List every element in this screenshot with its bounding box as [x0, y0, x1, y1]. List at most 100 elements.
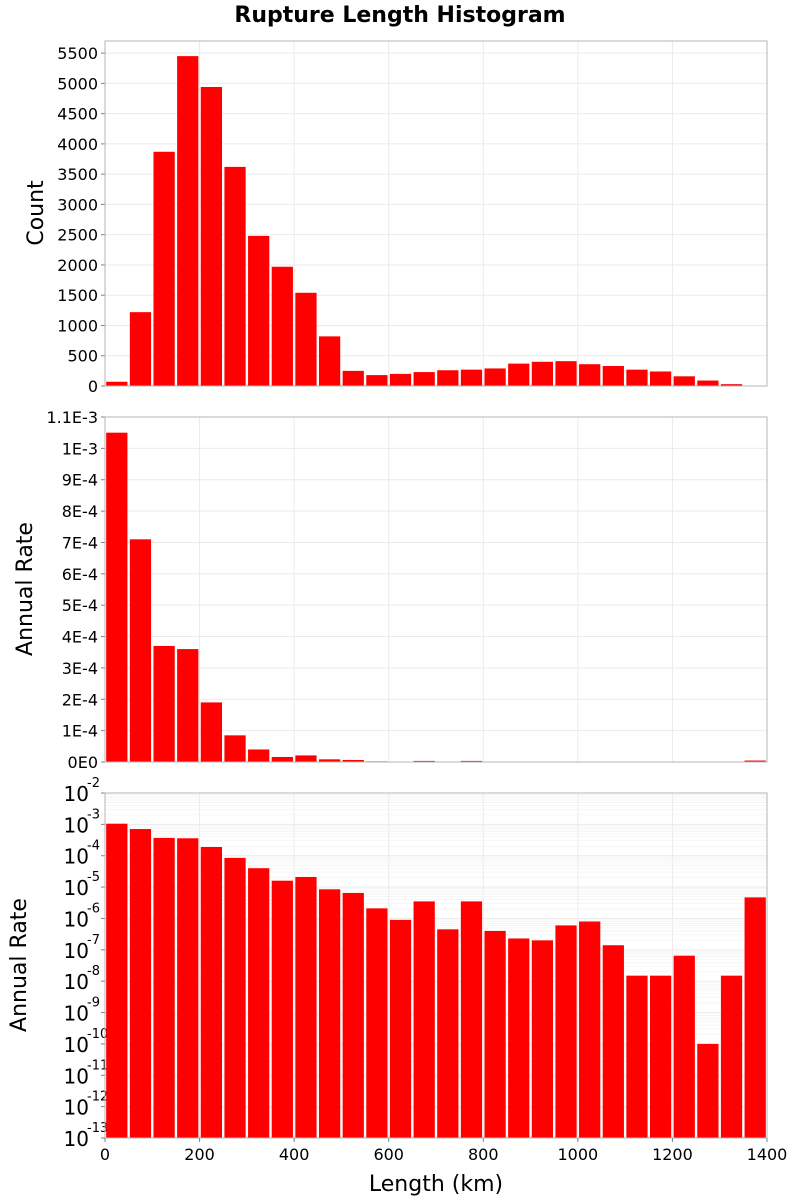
- x-tick-label: 1000: [557, 1145, 598, 1164]
- histogram-bar: [366, 375, 388, 386]
- histogram-bar: [153, 151, 175, 386]
- histogram-bar: [106, 381, 128, 386]
- y-tick-label: 10: [64, 1033, 89, 1057]
- y-tick-label: 4000: [57, 135, 98, 154]
- histogram-bar: [342, 759, 364, 762]
- x-tick-label: 0: [100, 1145, 110, 1164]
- histogram-bar: [366, 908, 388, 1138]
- histogram-bar: [271, 880, 293, 1138]
- histogram-bar: [200, 702, 223, 762]
- y-tick-label: 3E-4: [62, 659, 98, 678]
- y-tick-label: 10: [64, 782, 89, 806]
- histogram-bar: [602, 366, 624, 386]
- y-tick-label: 7E-4: [62, 533, 98, 552]
- histogram-bar: [295, 876, 317, 1138]
- histogram-bar: [224, 735, 246, 762]
- histogram-bar: [248, 749, 270, 762]
- y-tick-label: 2500: [57, 226, 98, 245]
- y-tick-label: 4E-4: [62, 628, 98, 647]
- y-tick-label: 500: [67, 347, 98, 366]
- y-tick-label: 1E-4: [62, 722, 98, 741]
- y-tick-label: 4500: [57, 105, 98, 124]
- histogram-bar: [460, 369, 483, 386]
- y-tick-label: 10: [64, 1064, 89, 1088]
- histogram-bar: [106, 823, 128, 1138]
- count-panel: 0 500 1000 1500 2000 2500 3000 3500 4000 4500 5000…: [57, 40, 768, 396]
- histogram-bar: [508, 363, 530, 386]
- y-tick-label: 2E-4: [62, 690, 98, 709]
- y-tick-exponent: -3: [87, 807, 100, 822]
- histogram-bar: [295, 755, 317, 762]
- y-tick-label: 0: [88, 377, 98, 396]
- histogram-bar: [389, 373, 412, 386]
- histogram-bar: [649, 975, 672, 1138]
- histogram-bar: [318, 889, 341, 1138]
- y-tick-label: 10: [64, 970, 89, 994]
- y-tick-label: 3000: [57, 195, 98, 214]
- histogram-bar: [673, 376, 695, 386]
- y-tick-exponent: -6: [87, 901, 100, 916]
- histogram-bar: [531, 940, 554, 1138]
- y-tick-label: 10: [64, 1002, 89, 1026]
- y-tick-label: 1500: [57, 286, 98, 305]
- y-tick-label: 9E-4: [62, 471, 98, 490]
- histogram-bar: [531, 361, 554, 386]
- histogram-bar: [508, 938, 530, 1138]
- plot-frame: [104, 40, 768, 387]
- histogram-bar: [342, 892, 364, 1138]
- y-tick-label: 10: [64, 939, 89, 963]
- y-tick-label: 6E-4: [62, 565, 98, 584]
- histogram-bar: [555, 925, 577, 1138]
- y-tick-exponent: -9: [87, 996, 100, 1011]
- histogram-bar: [200, 846, 223, 1138]
- histogram-bar: [673, 955, 695, 1138]
- y-tick-label: 3500: [57, 165, 98, 184]
- y-tick-label: 1000: [57, 316, 98, 335]
- y-tick-label: 10: [64, 907, 89, 931]
- histogram-bar: [271, 756, 293, 762]
- histogram-bar: [413, 901, 435, 1138]
- plot-frame: [104, 792, 768, 1139]
- histogram-bar: [649, 371, 672, 386]
- histogram-bar: [413, 372, 435, 386]
- histogram-bar: [295, 292, 317, 386]
- x-tick-label: 1200: [652, 1145, 693, 1164]
- histogram-bar: [460, 901, 483, 1138]
- histogram-bar: [106, 432, 128, 762]
- histogram-bar: [437, 370, 459, 386]
- y-tick-exponent: -13: [87, 1121, 108, 1136]
- histogram-bar: [720, 384, 743, 386]
- histogram-bar: [129, 829, 152, 1138]
- histogram-bar: [389, 919, 412, 1138]
- rate-log-panel: 10-1310-1210-1110-1010-910-810-710-610-5…: [64, 776, 768, 1151]
- histogram-bar: [697, 380, 719, 386]
- histogram-bar: [484, 930, 506, 1138]
- x-tick-label: 200: [184, 1145, 215, 1164]
- y-tick-label: 1E-3: [62, 439, 98, 458]
- histogram-bar: [318, 759, 341, 762]
- histogram-bar: [129, 539, 152, 762]
- histogram-bar: [342, 370, 364, 386]
- y-tick-exponent: -7: [87, 933, 100, 948]
- y-tick-label: 5000: [57, 74, 98, 93]
- histogram-bar: [413, 760, 435, 762]
- x-axis-label: Length (km): [369, 1172, 503, 1197]
- rate-linear-panel: 0E0 1E-4 2E-4 3E-4 4E-4 5E-4 6E-4 7E-4 8E-4 9E-4 1…: [46, 408, 768, 772]
- y-tick-label: 1.1E-3: [46, 408, 98, 427]
- histogram-bar: [177, 56, 199, 386]
- y-tick-exponent: -4: [87, 839, 100, 854]
- y-tick-label: 10: [64, 813, 89, 837]
- y-tick-label: 10: [64, 1096, 89, 1120]
- histogram-bar: [484, 368, 506, 386]
- histogram-bar: [318, 336, 341, 386]
- histogram-bar: [720, 975, 743, 1138]
- histogram-bar: [579, 364, 601, 386]
- y-tick-label: 10: [64, 1127, 89, 1151]
- y-tick-label: 5E-4: [62, 596, 98, 615]
- histogram-bar: [153, 837, 175, 1138]
- histogram-bar: [153, 645, 175, 762]
- y-tick-exponent: -12: [87, 1090, 108, 1105]
- histogram-bar: [248, 235, 270, 386]
- x-tick-label: 400: [279, 1145, 310, 1164]
